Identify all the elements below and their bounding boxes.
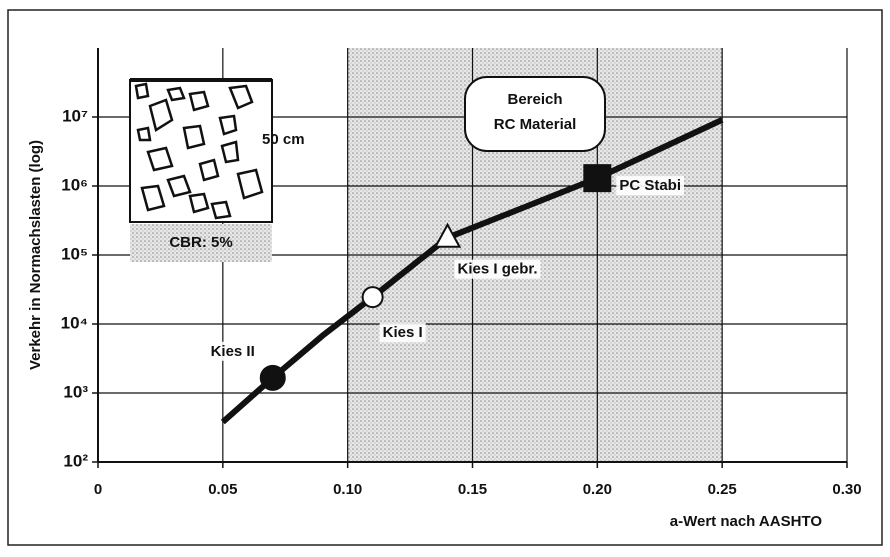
chart: 10² 10³ 10⁴ 10⁵ 10⁶ 10⁷ 0 0.05 0.10 0.15 0.20 0.25 0… [0,0,890,552]
x-tick-label: 0 [94,481,102,498]
point-label: Kies I [383,324,423,341]
x-tick-label: 0.20 [583,481,612,498]
y-tick-label: 10⁵ [61,244,88,263]
point-marker [584,165,610,191]
inset-subgrade: CBR: 5% [169,234,232,251]
y-tick-label: 10³ [63,382,88,401]
y-axis-label: Verkehr in Normachslasten (log) [27,140,44,370]
point-label: Kies II [211,343,255,360]
x-axis-label: a-Wert nach AASHTO [670,513,823,530]
point-label: PC Stabi [619,177,681,194]
point-marker [363,287,383,307]
region-label-box: Bereich RC Material [465,77,605,151]
y-tick-label: 10² [63,451,88,470]
x-tick-label: 0.05 [208,481,237,498]
x-tick-label: 0.25 [708,481,737,498]
x-tick-label: 0.10 [333,481,362,498]
point-label: Kies I gebr. [458,261,538,278]
x-tick-label: 0.30 [832,481,861,498]
inset-thickness: 50 cm [262,131,305,148]
x-tick-label: 0.15 [458,481,487,498]
point-marker [261,366,285,390]
region-label: RC Material [494,116,577,133]
y-tick-label: 10⁶ [61,175,88,194]
y-tick-label: 10⁷ [62,106,88,125]
region-label: Bereich [507,91,562,108]
y-tick-label: 10⁴ [61,313,88,332]
